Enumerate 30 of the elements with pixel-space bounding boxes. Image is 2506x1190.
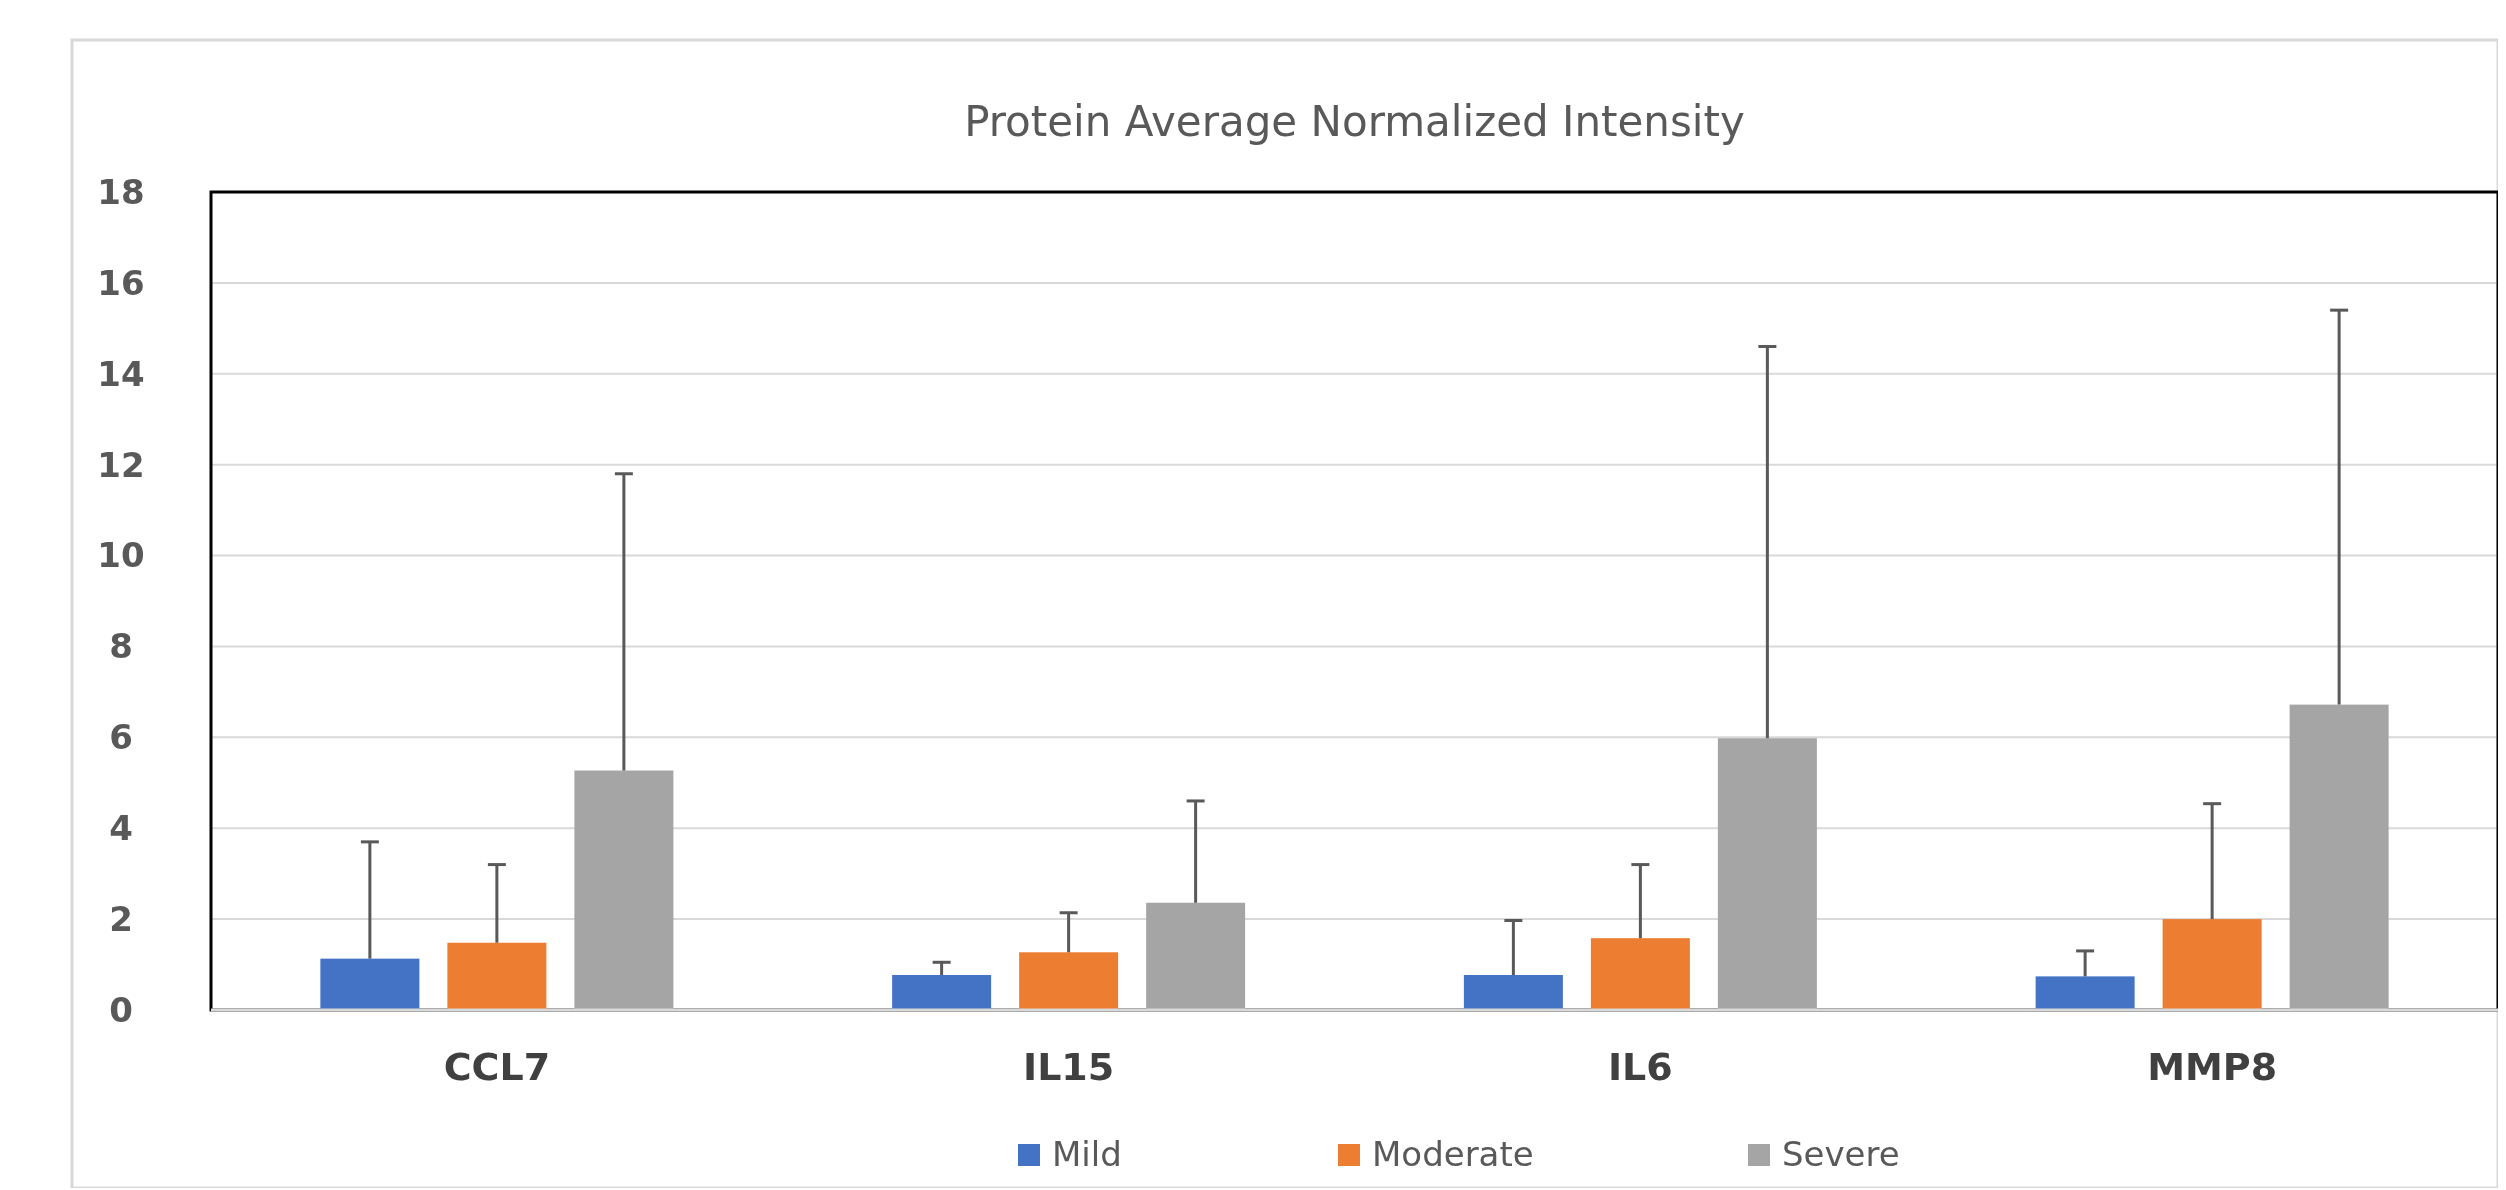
bar — [1590, 938, 1690, 1010]
chart-title: Protein Average Normalized Intensity — [964, 97, 1745, 146]
y-tick-label: 10 — [97, 535, 145, 576]
x-tick-label: IL15 — [1023, 1045, 1115, 1089]
x-tick-label: MMP8 — [2147, 1045, 2278, 1089]
y-tick-label: 8 — [109, 626, 133, 667]
bar — [447, 942, 547, 1010]
bar — [574, 770, 674, 1010]
bar — [892, 975, 992, 1010]
bar — [1463, 975, 1563, 1010]
bar — [1019, 952, 1119, 1010]
y-tick-label: 4 — [109, 808, 133, 849]
bar — [320, 958, 420, 1010]
y-tick-label: 16 — [97, 262, 145, 303]
bar — [1717, 738, 1817, 1010]
y-tick-label: 0 — [109, 989, 133, 1030]
y-tick-label: 18 — [97, 171, 145, 212]
x-tick-label: CCL7 — [443, 1045, 551, 1089]
y-tick-label: 2 — [109, 899, 133, 940]
bar — [2162, 919, 2262, 1010]
legend-label: Severe — [1782, 1134, 1900, 1174]
bar — [2289, 704, 2389, 1010]
bar — [1146, 902, 1246, 1010]
y-tick-label: 14 — [97, 353, 145, 394]
legend-label: Mild — [1052, 1134, 1122, 1174]
x-tick-label: IL6 — [1607, 1045, 1673, 1089]
y-tick-label: 12 — [97, 444, 145, 485]
legend-label: Moderate — [1372, 1134, 1534, 1174]
bar — [2035, 976, 2135, 1010]
y-tick-label: 6 — [109, 717, 133, 758]
